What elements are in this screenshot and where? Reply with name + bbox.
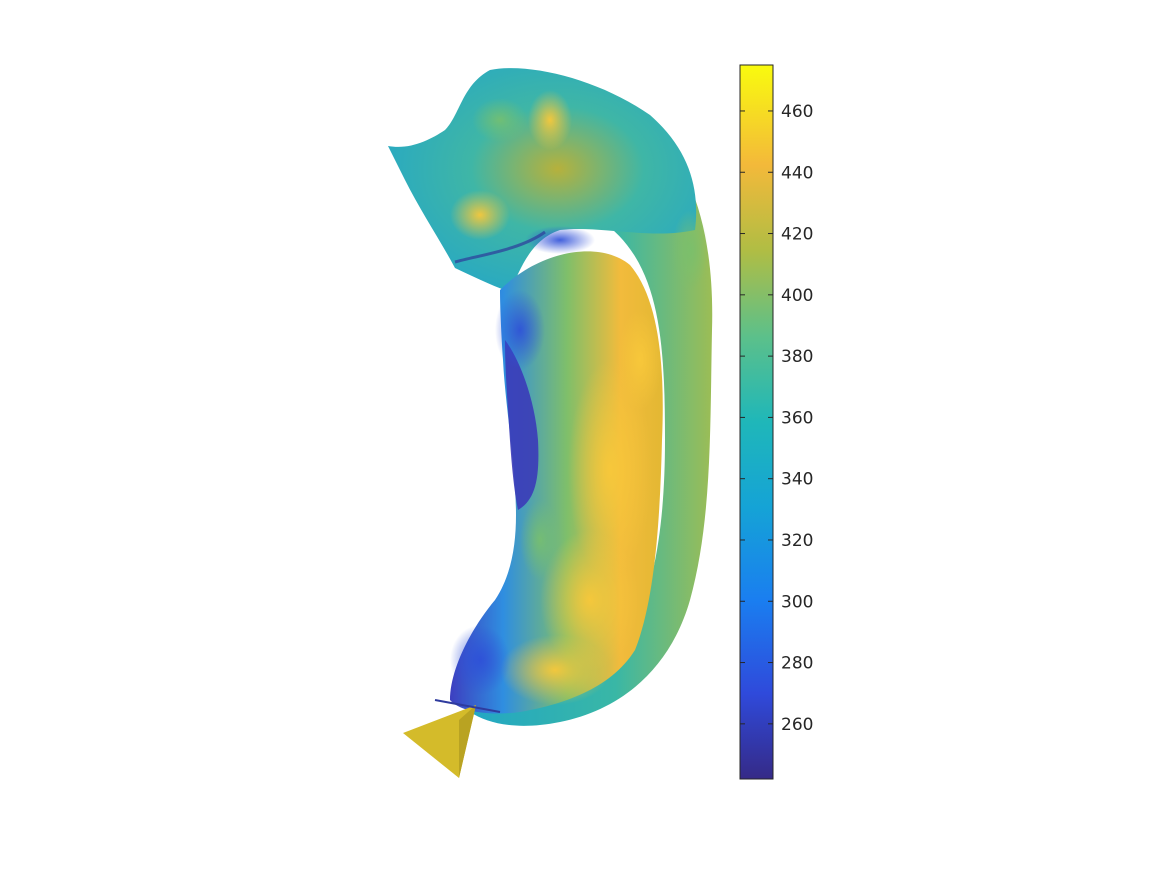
colorbar-tick-label: 420 — [781, 225, 813, 245]
colorbar-tick-label: 320 — [781, 531, 813, 551]
surface-artifact-spike — [403, 705, 476, 778]
surface-medial-shadow — [505, 340, 539, 510]
colorbar-tick-label: 440 — [781, 163, 813, 183]
colorbar-tick-label: 380 — [781, 347, 813, 367]
colorbar-tick-label: 300 — [781, 592, 813, 612]
colorbar-tick-label: 360 — [781, 408, 813, 428]
colorbar: 460 440 420 400 380 360 340 320 300 280 260 — [739, 64, 813, 780]
colorbar-ticks: 460 440 420 400 380 360 340 320 300 280 260 — [740, 102, 813, 735]
colorbar-tick-label: 460 — [781, 102, 813, 122]
surface-artifact-spike-shade — [459, 705, 476, 778]
colorbar-gradient — [739, 64, 774, 780]
colorbar-tick-label: 260 — [781, 715, 813, 735]
colorbar-tick-label: 400 — [781, 286, 813, 306]
surface-outer-band — [470, 75, 713, 726]
colorbar-tick-label: 340 — [781, 470, 813, 490]
colorbar-tick-label: 280 — [781, 654, 813, 674]
surface-3d — [388, 68, 713, 778]
